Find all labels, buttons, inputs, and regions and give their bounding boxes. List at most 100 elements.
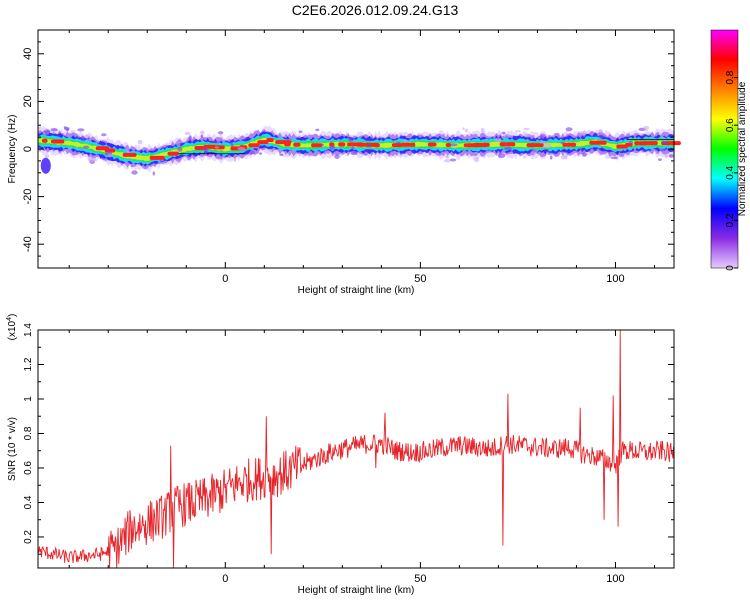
spectral-speckle xyxy=(581,152,588,157)
spectral-speckle xyxy=(44,154,50,159)
spectrogram-ticks: 0 50 100 -40 -20 0 20 40 xyxy=(22,30,674,285)
spectral-peak xyxy=(526,143,544,148)
spectral-peak xyxy=(266,138,274,142)
snr-multiplier-label: (x104) xyxy=(6,314,18,341)
colorbar-tick-label: 0.6 xyxy=(725,118,736,132)
spectral-speckle xyxy=(560,155,568,160)
spectral-speckle xyxy=(177,146,183,152)
spectral-speckle xyxy=(539,141,547,144)
snr-y-label: SNR (10 * v/v) xyxy=(7,417,18,481)
spectral-speckle xyxy=(230,142,234,147)
chart-title: C2E6.2026.012.09.24.G13 xyxy=(291,2,459,18)
spectral-speckle xyxy=(315,128,320,132)
spectral-speckle xyxy=(131,170,138,175)
spectral-speckle xyxy=(444,159,451,163)
spectral-speckle xyxy=(184,131,191,135)
spectral-patch xyxy=(40,157,51,174)
spectral-peak xyxy=(400,142,416,147)
spectral-speckle xyxy=(494,137,502,143)
spectral-speckle xyxy=(628,140,634,145)
spectrogram-y-label: Frequency (Hz) xyxy=(7,115,18,184)
spectral-peak xyxy=(293,142,301,147)
spectral-speckle xyxy=(320,143,324,147)
spectral-peak xyxy=(499,142,516,147)
spectral-peak xyxy=(670,141,681,146)
spectral-speckle xyxy=(543,143,552,148)
spectrogram-panel: 0 50 100 -40 -20 0 20 40 Height of straight lin… xyxy=(7,29,681,296)
colorbar-tick-label: 0.8 xyxy=(725,70,736,84)
spectral-speckle xyxy=(462,127,465,130)
spectral-peak xyxy=(391,143,403,148)
spectral-speckle xyxy=(233,158,237,162)
spectral-speckle xyxy=(367,143,371,147)
spectral-speckle xyxy=(200,134,203,138)
spectral-peak xyxy=(41,138,48,143)
spectral-speckle xyxy=(350,150,358,156)
spectral-speckle xyxy=(565,127,573,132)
spectral-speckle xyxy=(38,126,42,130)
spectral-peak xyxy=(167,151,179,156)
spectral-speckle xyxy=(515,130,521,133)
spectral-speckle xyxy=(214,146,219,149)
spectral-speckle xyxy=(279,153,284,156)
y-tick-label: -40 xyxy=(22,236,34,252)
spectral-speckle xyxy=(249,150,255,155)
spectral-speckle xyxy=(258,152,263,155)
spectral-speckle xyxy=(598,129,603,134)
spectral-speckle xyxy=(504,134,511,139)
spectral-speckle xyxy=(83,145,90,149)
spectral-speckle xyxy=(480,127,485,133)
spectral-speckle xyxy=(43,129,51,133)
x-tick-label: 50 xyxy=(414,273,426,285)
spectral-peak xyxy=(481,142,490,147)
spectral-speckle xyxy=(643,125,650,130)
spectral-speckle xyxy=(43,132,47,136)
spectral-peak xyxy=(562,142,577,147)
spectral-speckle xyxy=(126,149,130,153)
spectral-speckle xyxy=(658,148,667,152)
spectral-speckle xyxy=(539,135,544,139)
spectral-speckle xyxy=(560,142,565,145)
y-tick-label: 1.2 xyxy=(23,357,34,371)
spectral-speckle xyxy=(549,155,553,160)
spectral-speckle xyxy=(77,128,85,132)
spectral-speckle xyxy=(137,139,143,145)
spectral-speckle xyxy=(664,153,668,159)
snr-multiplier-suffix: ) xyxy=(7,314,18,317)
spectral-speckle xyxy=(200,130,205,135)
spectral-speckle xyxy=(298,130,303,133)
spectral-speckle xyxy=(396,141,401,145)
spectral-speckle xyxy=(88,157,97,163)
spectral-peak xyxy=(248,143,260,148)
spectral-peak xyxy=(652,141,658,146)
spectral-speckle xyxy=(85,138,92,142)
snr-multiplier-exponent: 4 xyxy=(6,317,13,321)
colorbar-label: Normalized spectral amplitude xyxy=(737,81,748,216)
y-tick-label: -20 xyxy=(22,189,34,205)
y-tick-label: 20 xyxy=(22,95,34,107)
spectral-speckle xyxy=(668,154,674,158)
spectral-peak xyxy=(149,155,165,160)
spectral-peak xyxy=(445,143,452,147)
y-tick-label: 0 xyxy=(22,146,34,152)
heatmap-layer xyxy=(38,125,681,176)
spectral-peak xyxy=(427,142,437,147)
spectral-band xyxy=(38,133,674,165)
spectral-speckle xyxy=(449,158,457,162)
spectral-speckle xyxy=(329,145,336,150)
snr-series-line xyxy=(37,329,675,569)
spectral-speckle xyxy=(579,131,587,135)
spectral-speckle xyxy=(80,136,86,141)
y-tick-label: 0.8 xyxy=(23,426,34,440)
spectral-speckle xyxy=(658,158,662,162)
spectral-peak xyxy=(616,144,628,149)
snr-multiplier-prefix: (x10 xyxy=(7,320,18,340)
y-tick-label: 0.4 xyxy=(23,495,34,509)
spectral-speckle xyxy=(524,133,531,138)
spectral-speckle xyxy=(403,138,407,143)
spectral-speckle xyxy=(610,156,618,160)
spectral-speckle xyxy=(101,133,107,137)
y-tick-label: 1 xyxy=(23,396,34,402)
spectral-speckle xyxy=(63,126,67,129)
